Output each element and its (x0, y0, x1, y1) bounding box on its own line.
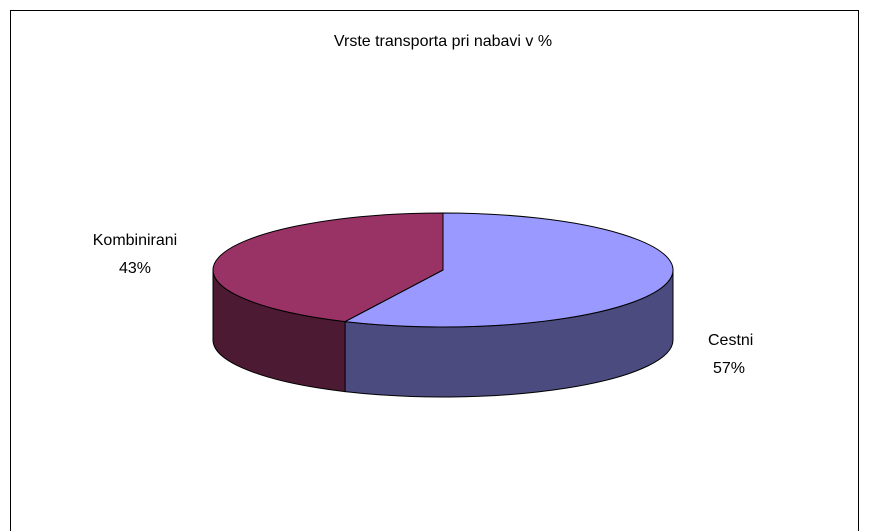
pie-slice (343, 212, 674, 328)
pie-slice (212, 212, 444, 323)
slice-label-value: 43% (119, 260, 151, 277)
slice-label-name: Cestni (708, 332, 753, 349)
pie (212, 212, 674, 398)
slice-label-value: 57% (713, 360, 745, 377)
slice-label-name: Kombinirani (93, 232, 177, 249)
chart-title: Vrste transporta pri nabavi v % (334, 33, 552, 50)
